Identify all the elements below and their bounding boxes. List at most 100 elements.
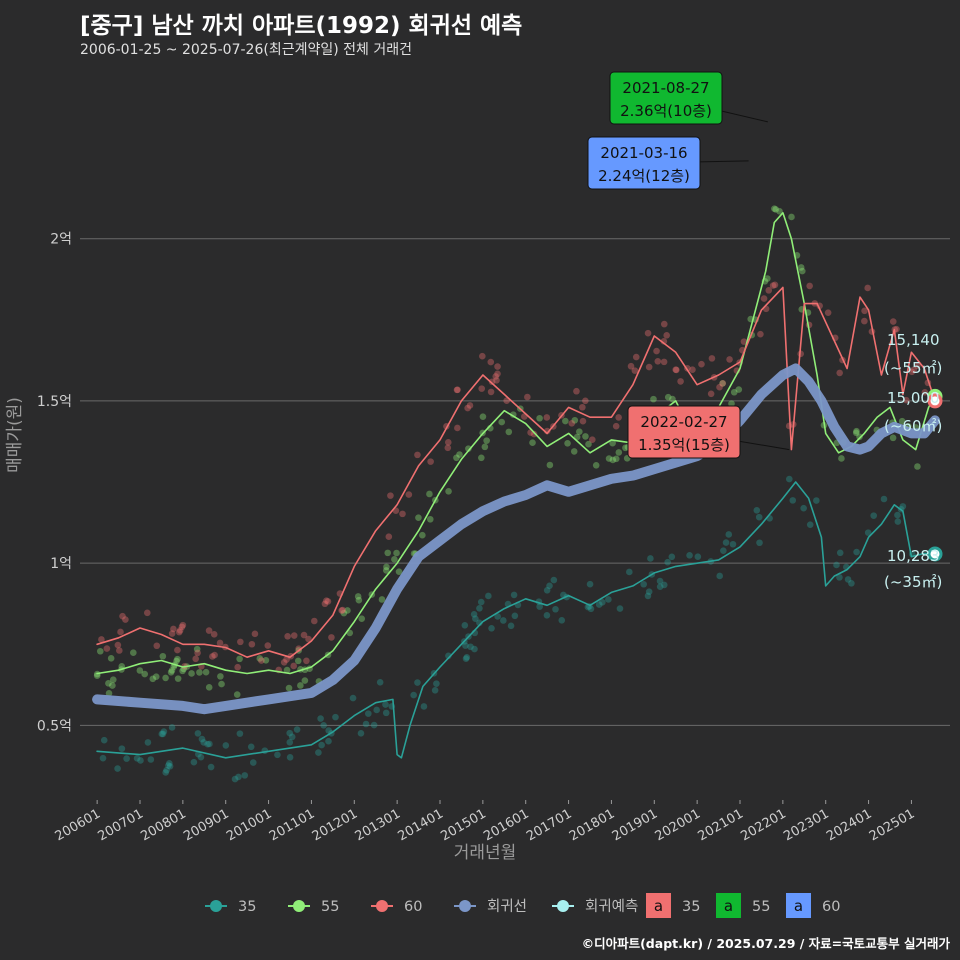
scatter-point: [760, 295, 768, 302]
legend-label: 55: [321, 899, 339, 915]
scatter-point: [354, 593, 362, 600]
scatter-point: [328, 634, 335, 641]
scatter-point: [192, 655, 199, 663]
annotation-date: 2022-02-27: [640, 413, 727, 431]
scatter-point: [543, 587, 551, 594]
scatter-point: [393, 549, 400, 557]
scatter-point: [660, 358, 668, 366]
scatter-point: [420, 703, 428, 710]
scatter-point: [609, 456, 617, 464]
scatter-point: [143, 609, 151, 617]
scatter-point: [698, 360, 705, 368]
scatter-point: [719, 380, 726, 387]
scatter-point: [740, 338, 748, 345]
scatter-point: [258, 657, 265, 664]
scatter-point: [357, 730, 365, 737]
scatter-point: [476, 604, 483, 612]
end-area-label: (~55㎡): [884, 359, 942, 377]
scatter-point: [726, 356, 733, 363]
scatter-point: [609, 439, 616, 447]
scatter-point: [764, 275, 771, 282]
scatter-point: [415, 514, 422, 522]
scatter-point: [100, 736, 108, 744]
scatter-point: [494, 363, 501, 370]
scatter-point: [118, 745, 126, 752]
scatter-point: [274, 751, 281, 759]
scatter-point: [431, 686, 439, 694]
scatter-point: [462, 655, 470, 662]
scatter-point: [689, 366, 696, 374]
scatter-point: [355, 596, 363, 604]
legend-box: [786, 893, 811, 918]
scatter-point: [644, 592, 652, 600]
scatter-point: [543, 414, 551, 421]
scatter-point: [664, 558, 671, 566]
scatter-point: [202, 668, 210, 676]
scatter-point: [285, 684, 293, 692]
scatter-point: [107, 655, 115, 662]
x-tick-label: 202101: [696, 806, 746, 844]
scatter-point: [280, 658, 288, 666]
x-tick-label: 202501: [867, 806, 917, 844]
x-tick-label: 200801: [138, 806, 188, 844]
scatter-point: [729, 540, 737, 548]
scatter-point: [122, 616, 129, 623]
scatter-point: [582, 397, 589, 405]
scatter-point: [663, 332, 670, 339]
scatter-point: [894, 511, 901, 519]
scatter-point: [167, 668, 175, 676]
scatter-point: [204, 740, 211, 748]
scatter-point: [852, 429, 860, 437]
scatter-point: [889, 434, 897, 442]
scatter-point: [505, 428, 513, 436]
scatter-point: [324, 598, 332, 605]
scatter-point: [168, 667, 176, 674]
scatter-point: [197, 753, 205, 761]
scatter-point: [387, 492, 394, 499]
scatter-point: [325, 737, 332, 745]
scatter-point: [836, 574, 843, 581]
scatter-point: [708, 355, 716, 362]
scatter-point: [640, 580, 647, 588]
scatter-point: [626, 568, 633, 576]
scatter-point: [194, 649, 201, 657]
scatter-point: [772, 206, 780, 213]
series-line-s35: [96, 481, 936, 759]
annotation-box: [587, 136, 701, 190]
x-axis-title: 거래년월: [454, 843, 517, 863]
scatter-point: [99, 754, 107, 762]
scatter-point: [288, 733, 296, 741]
scatter-point: [173, 657, 180, 665]
scatter-point: [311, 617, 318, 625]
scatter-point: [477, 598, 485, 606]
scatter-point: [800, 504, 807, 512]
scatter-point: [297, 682, 304, 689]
y-tick-label: 2억: [50, 232, 72, 248]
scatter-point: [488, 378, 496, 386]
scatter-point: [719, 379, 727, 387]
scatter-point: [785, 475, 793, 483]
scatter-point: [370, 721, 378, 729]
page-subtitle: 2006-01-25 ~ 2025-07-26(최근계약일) 전체 거래건: [80, 42, 412, 58]
x-tick-label: 202201: [738, 806, 788, 844]
scatter-point: [656, 583, 664, 590]
scatter-point: [880, 495, 888, 503]
scatter-point: [399, 510, 406, 518]
legend-box-glyph: a: [654, 897, 663, 915]
scatter-point: [478, 385, 486, 392]
scatter-point: [550, 576, 558, 584]
end-marker-60: [927, 393, 943, 409]
series-lines: [92, 212, 940, 759]
scatter-point: [103, 645, 111, 652]
scatter-point: [248, 640, 256, 648]
end-value-label: 15,140: [887, 331, 940, 349]
scatter-point: [498, 418, 506, 426]
annotation-price: 1.35억(15층): [638, 436, 730, 454]
scatter-point: [414, 679, 421, 686]
scatter-point: [365, 710, 372, 717]
scatter-point: [318, 741, 325, 749]
x-tick-label: 201901: [610, 806, 660, 844]
chart-plot: 15,140 (~55㎡) 15,000 (~60㎡) 10,283 (~35㎡) 202…: [5, 71, 950, 863]
scatter-point: [511, 612, 519, 620]
scatter-point: [433, 680, 440, 687]
